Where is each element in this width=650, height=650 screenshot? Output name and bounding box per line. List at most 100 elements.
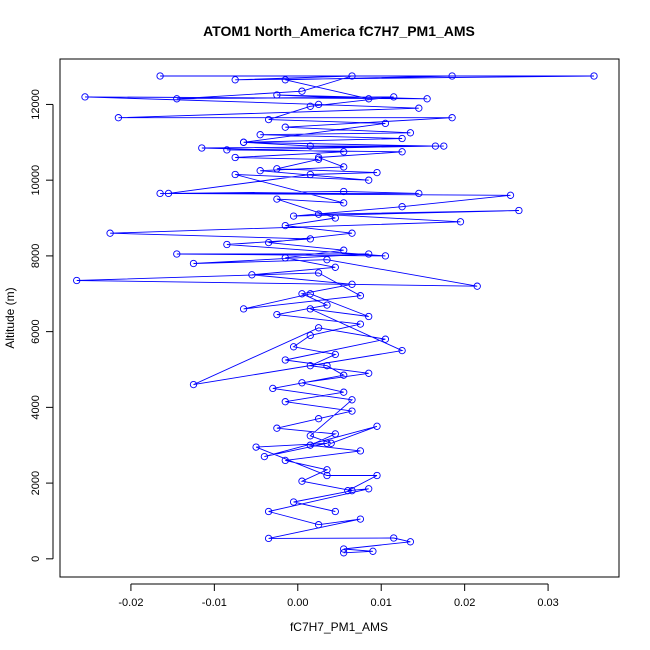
data-point <box>189 380 198 389</box>
data-point <box>264 238 273 247</box>
data-point <box>189 259 198 268</box>
y-axis-label: Altitude (m) <box>3 287 17 348</box>
data-point <box>156 189 164 198</box>
data-point <box>260 452 269 461</box>
data-point <box>273 195 281 203</box>
data-point <box>398 148 406 156</box>
data-point <box>281 456 289 465</box>
data-point <box>373 422 381 430</box>
y-tick-label: 8000 <box>30 244 42 268</box>
x-tick-label: -0.01 <box>202 597 227 609</box>
data-point <box>198 144 206 152</box>
data-point <box>314 153 323 162</box>
data-point <box>381 119 390 128</box>
data-point <box>314 415 323 423</box>
data-point <box>164 189 173 198</box>
data-point <box>289 498 298 506</box>
data-point <box>289 343 298 351</box>
data-point <box>323 439 331 447</box>
data-point <box>273 91 281 99</box>
y-tick-label: 4000 <box>30 395 42 419</box>
data-point <box>406 129 415 137</box>
data-point <box>365 176 373 184</box>
data-point <box>156 72 164 80</box>
data-point <box>331 430 339 438</box>
data-point <box>323 301 331 309</box>
data-point <box>306 305 314 313</box>
y-tick-label: 2000 <box>30 471 42 495</box>
data-point <box>456 218 465 226</box>
data-point <box>223 146 231 154</box>
data-point <box>281 356 289 364</box>
data-point <box>340 148 348 156</box>
data-point <box>473 282 481 290</box>
data-point <box>398 346 406 355</box>
y-tick-label: 6000 <box>30 319 42 343</box>
y-tick-label: 12000 <box>30 89 42 120</box>
x-tick-label: 0.01 <box>371 597 392 609</box>
data-point <box>323 466 331 474</box>
y-tick-label: 0 <box>30 556 42 562</box>
data-point <box>314 521 323 529</box>
data-point <box>348 487 356 495</box>
data-point <box>248 271 256 279</box>
data-point <box>281 76 289 84</box>
data-point <box>398 203 406 211</box>
data-point <box>298 379 306 387</box>
data-point <box>373 168 381 177</box>
data-point <box>323 256 331 264</box>
data-point <box>340 388 348 396</box>
data-point <box>273 424 281 432</box>
data-point <box>398 134 406 143</box>
data-point <box>365 95 373 103</box>
data-point <box>365 369 373 377</box>
data-point <box>365 485 373 493</box>
data-point <box>273 310 281 319</box>
data-point <box>340 163 348 171</box>
data-point <box>348 396 356 404</box>
data-point <box>340 187 348 196</box>
data-point <box>356 447 365 455</box>
y-axis: 0 2000 4000 6000 8000 10000 12000 <box>30 89 54 562</box>
data-point <box>431 142 440 150</box>
data-point <box>348 407 356 415</box>
data-point <box>356 320 365 328</box>
data-point <box>369 547 377 555</box>
data-point <box>73 276 81 285</box>
data-point <box>590 72 598 80</box>
data-point <box>356 292 365 300</box>
data-point <box>252 443 260 451</box>
data-point <box>306 235 314 243</box>
x-tick-label: 0.00 <box>287 597 308 609</box>
data-point <box>314 210 323 218</box>
x-tick-label: -0.02 <box>118 597 143 609</box>
data-point <box>327 439 335 447</box>
data-point <box>81 93 89 101</box>
data-point <box>314 324 323 332</box>
data-point <box>264 115 273 124</box>
data-point <box>231 170 239 179</box>
chart-title: ATOM1 North_America fC7H7_PM1_AMS <box>203 23 475 39</box>
data-point <box>306 142 314 150</box>
data-point <box>231 76 239 84</box>
data-point <box>331 507 339 516</box>
data-point <box>331 214 339 222</box>
data-point <box>256 131 264 139</box>
data-point <box>390 93 398 101</box>
data-point <box>344 487 352 495</box>
data-point <box>348 280 356 288</box>
data-point <box>173 95 181 103</box>
data-point <box>314 100 323 109</box>
data-point <box>298 290 306 298</box>
data-point <box>365 312 373 321</box>
data-point <box>406 538 415 546</box>
data-point <box>365 250 373 258</box>
x-tick-label: 0.02 <box>454 597 475 609</box>
data-point <box>331 263 339 271</box>
data-point <box>448 114 456 122</box>
data-point <box>314 269 323 277</box>
data-point <box>273 165 281 173</box>
data-point <box>340 199 348 207</box>
series-layer <box>73 72 598 557</box>
